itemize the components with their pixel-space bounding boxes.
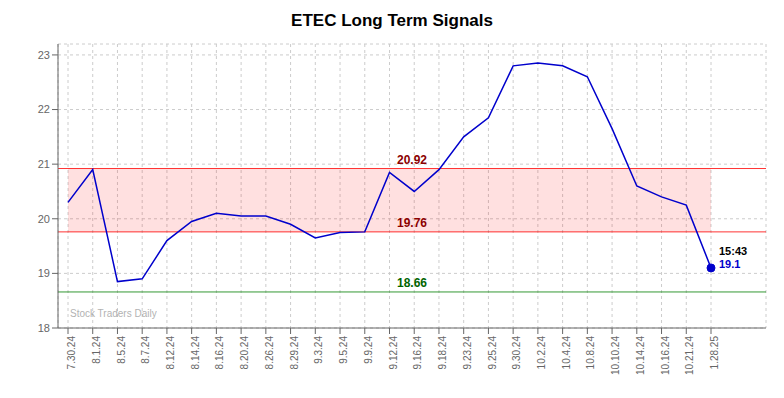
svg-text:23: 23	[38, 49, 50, 61]
svg-text:9.9.24: 9.9.24	[363, 336, 374, 364]
svg-text:19.1: 19.1	[719, 258, 740, 270]
svg-text:10.4.24: 10.4.24	[561, 336, 572, 370]
svg-text:10.8.24: 10.8.24	[585, 336, 596, 370]
svg-text:9.12.24: 9.12.24	[388, 336, 399, 370]
svg-text:20.92: 20.92	[397, 153, 427, 167]
svg-text:19: 19	[38, 267, 50, 279]
svg-text:10.10.24: 10.10.24	[610, 336, 621, 375]
svg-text:21: 21	[38, 158, 50, 170]
svg-text:9.30.24: 9.30.24	[511, 336, 522, 370]
html-text:ETEC Long Term Signals: ETEC Long Term Signals	[291, 11, 493, 30]
svg-text:8.26.24: 8.26.24	[264, 336, 275, 370]
svg-text:1.28.25: 1.28.25	[709, 336, 720, 370]
svg-text:19.76: 19.76	[397, 216, 427, 230]
svg-text:10.2.24: 10.2.24	[536, 336, 547, 370]
svg-text:9.3.24: 9.3.24	[313, 336, 324, 364]
svg-text:8.16.24: 8.16.24	[214, 336, 225, 370]
svg-text:15:43: 15:43	[719, 245, 747, 257]
svg-text:7.30.24: 7.30.24	[66, 336, 77, 370]
svg-text:8.1.24: 8.1.24	[91, 336, 102, 364]
svg-text:18: 18	[38, 322, 50, 334]
svg-text:18.66: 18.66	[397, 276, 427, 290]
svg-text:8.14.24: 8.14.24	[190, 336, 201, 370]
svg-text:8.7.24: 8.7.24	[140, 336, 151, 364]
svg-text:9.23.24: 9.23.24	[462, 336, 473, 370]
svg-text:10.21.24: 10.21.24	[684, 336, 695, 375]
svg-text:8.29.24: 8.29.24	[289, 336, 300, 370]
svg-text:9.5.24: 9.5.24	[338, 336, 349, 364]
html-text:Stock Traders Daily: Stock Traders Daily	[70, 308, 157, 319]
svg-text:20: 20	[38, 213, 50, 225]
svg-text:9.18.24: 9.18.24	[437, 336, 448, 370]
svg-text:10.16.24: 10.16.24	[660, 336, 671, 375]
svg-text:9.25.24: 9.25.24	[487, 336, 498, 370]
svg-text:8.12.24: 8.12.24	[165, 336, 176, 370]
svg-text:10.14.24: 10.14.24	[635, 336, 646, 375]
svg-text:9.16.24: 9.16.24	[412, 336, 423, 370]
svg-text:8.5.24: 8.5.24	[116, 336, 127, 364]
svg-text:8.20.24: 8.20.24	[239, 336, 250, 370]
svg-text:22: 22	[38, 103, 50, 115]
